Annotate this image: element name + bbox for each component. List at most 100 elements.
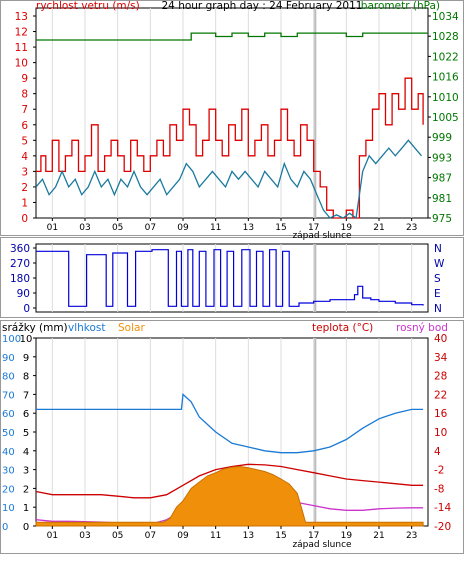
barometer-axis-label: barometr (hPa) <box>361 0 440 12</box>
temp-tick-label: -2 <box>434 465 444 477</box>
x-tick-label: 13 <box>243 223 254 233</box>
compass-tick-label: N <box>434 303 442 315</box>
series-line-rychlost-vetru <box>36 77 424 219</box>
legend-temperature: teplota (°C) <box>312 322 373 334</box>
x-tick-label: 21 <box>373 531 384 541</box>
rain-solar-tick-label: 0 <box>23 522 29 533</box>
humidity-tick-label: 30 <box>2 466 15 477</box>
direction-plot-area <box>35 243 429 313</box>
rain-solar-tick-label: 6 <box>23 409 29 420</box>
series-line-teplota <box>35 463 424 499</box>
wind-tick-label: 8 <box>21 89 28 101</box>
barometer-tick-label: 975 <box>432 213 452 225</box>
temp-tick-label: -20 <box>434 521 451 533</box>
x-tick-label: 23 <box>406 223 417 233</box>
barometer-tick-label: 981 <box>432 193 452 205</box>
rain-solar-tick-label: 1 <box>23 503 29 514</box>
wind-tick-label: 9 <box>21 73 28 85</box>
chart-title: 24 hour graph day : 24 February 2011 <box>162 0 363 12</box>
barometer-tick-label: 993 <box>432 152 452 164</box>
compass-tick-label: S <box>434 273 441 285</box>
humidity-tick-label: 0 <box>2 522 8 533</box>
legend-dewpoint: rosný bod <box>396 322 448 334</box>
temp-tick-label: -14 <box>434 502 451 514</box>
compass-tick-label: N <box>434 243 442 255</box>
temp-tick-label: 22 <box>434 389 447 401</box>
direction-tick-label: 0 <box>23 303 30 315</box>
rain-solar-tick-label: 9 <box>23 353 29 364</box>
x-tick-label: 03 <box>79 223 90 233</box>
humidity-tick-label: 70 <box>2 390 15 401</box>
compass-tick-label: E <box>434 288 441 300</box>
barometer-tick-label: 1016 <box>432 72 459 84</box>
barometer-tick-label: 1028 <box>432 31 459 43</box>
temp-tick-label: 28 <box>434 371 447 383</box>
x-tick-label: 09 <box>177 531 189 541</box>
x-tick-label: 11 <box>210 223 221 233</box>
wind-tick-label: 10 <box>15 58 28 70</box>
x-tick-label: 17 <box>308 223 319 233</box>
humidity-tick-label: 40 <box>2 447 15 458</box>
direction-tick-label: 360 <box>10 243 30 255</box>
x-tick-label: 21 <box>373 223 384 233</box>
wind-tick-label: 12 <box>15 27 28 39</box>
temp-tick-label: 34 <box>434 352 448 364</box>
series-line-vlhkost <box>36 393 424 454</box>
humidity-tick-label: 20 <box>2 484 15 495</box>
x-tick-label: 03 <box>79 531 90 541</box>
humidity-tick-label: 10 <box>2 503 15 514</box>
humidity-tick-label: 60 <box>2 409 15 420</box>
temp-tick-label: 4 <box>434 446 441 458</box>
barometer-tick-label: 999 <box>432 132 452 144</box>
barometer-axis: 975 981 987 993 999 1005 1010 1016 1022 1028 1034 <box>428 11 459 225</box>
compass-tick-label: W <box>434 258 445 270</box>
x-tick-label: 23 <box>406 531 417 541</box>
x-tick-label: 19 <box>341 223 353 233</box>
wind-tick-label: 3 <box>21 166 28 178</box>
climate-time-axis: 01 03 05 07 09 11 13 15 17 19 21 23 <box>47 526 417 541</box>
series-line-smer-vetru <box>36 249 424 307</box>
barometer-tick-label: 1022 <box>432 51 459 63</box>
wind-plot-area <box>35 7 429 219</box>
direction-tick-label: 180 <box>10 273 30 285</box>
wind-tick-label: 6 <box>21 120 28 132</box>
series-area-Solar <box>35 465 424 527</box>
x-tick-label: 05 <box>112 223 123 233</box>
x-tick-label: 01 <box>47 223 58 233</box>
rain-solar-tick-label: 4 <box>23 447 29 458</box>
x-tick-label: 09 <box>177 223 189 233</box>
wind-tick-label: 5 <box>21 135 28 147</box>
temp-tick-label: 10 <box>434 427 447 439</box>
rain-solar-tick-label: 8 <box>23 372 29 383</box>
barometer-tick-label: 1005 <box>432 112 459 124</box>
wind-tick-label: 7 <box>21 104 28 116</box>
temp-tick-label: 40 <box>434 333 447 345</box>
wind-axis-label: rychlost vetru (m/s) <box>36 0 140 12</box>
direction-series <box>36 249 424 307</box>
sunset-label-top: západ slunce <box>292 231 352 241</box>
humidity-tick-label: 50 <box>2 428 15 439</box>
rain-solar-tick-label: 3 <box>23 466 29 477</box>
x-tick-label: 05 <box>112 531 123 541</box>
x-tick-label: 17 <box>308 531 319 541</box>
direction-degree-axis: 0 90 180 270 360 <box>10 243 36 315</box>
series-line-barometr <box>36 32 428 41</box>
rain-solar-tick-label: 2 <box>23 484 29 495</box>
x-tick-label: 15 <box>275 531 286 541</box>
direction-tick-label: 90 <box>17 288 30 300</box>
wind-tick-label: 1 <box>21 197 28 209</box>
x-tick-label: 07 <box>145 531 156 541</box>
x-tick-label: 07 <box>145 223 156 233</box>
legend-rain: srážky (mm) <box>2 322 68 334</box>
x-tick-label: 01 <box>47 531 58 541</box>
rain-solar-tick-label: 5 <box>23 428 29 439</box>
humidity-tick-label: 90 <box>2 353 15 364</box>
series-line-naraz <box>35 139 422 220</box>
direction-tick-label: 270 <box>10 258 30 270</box>
